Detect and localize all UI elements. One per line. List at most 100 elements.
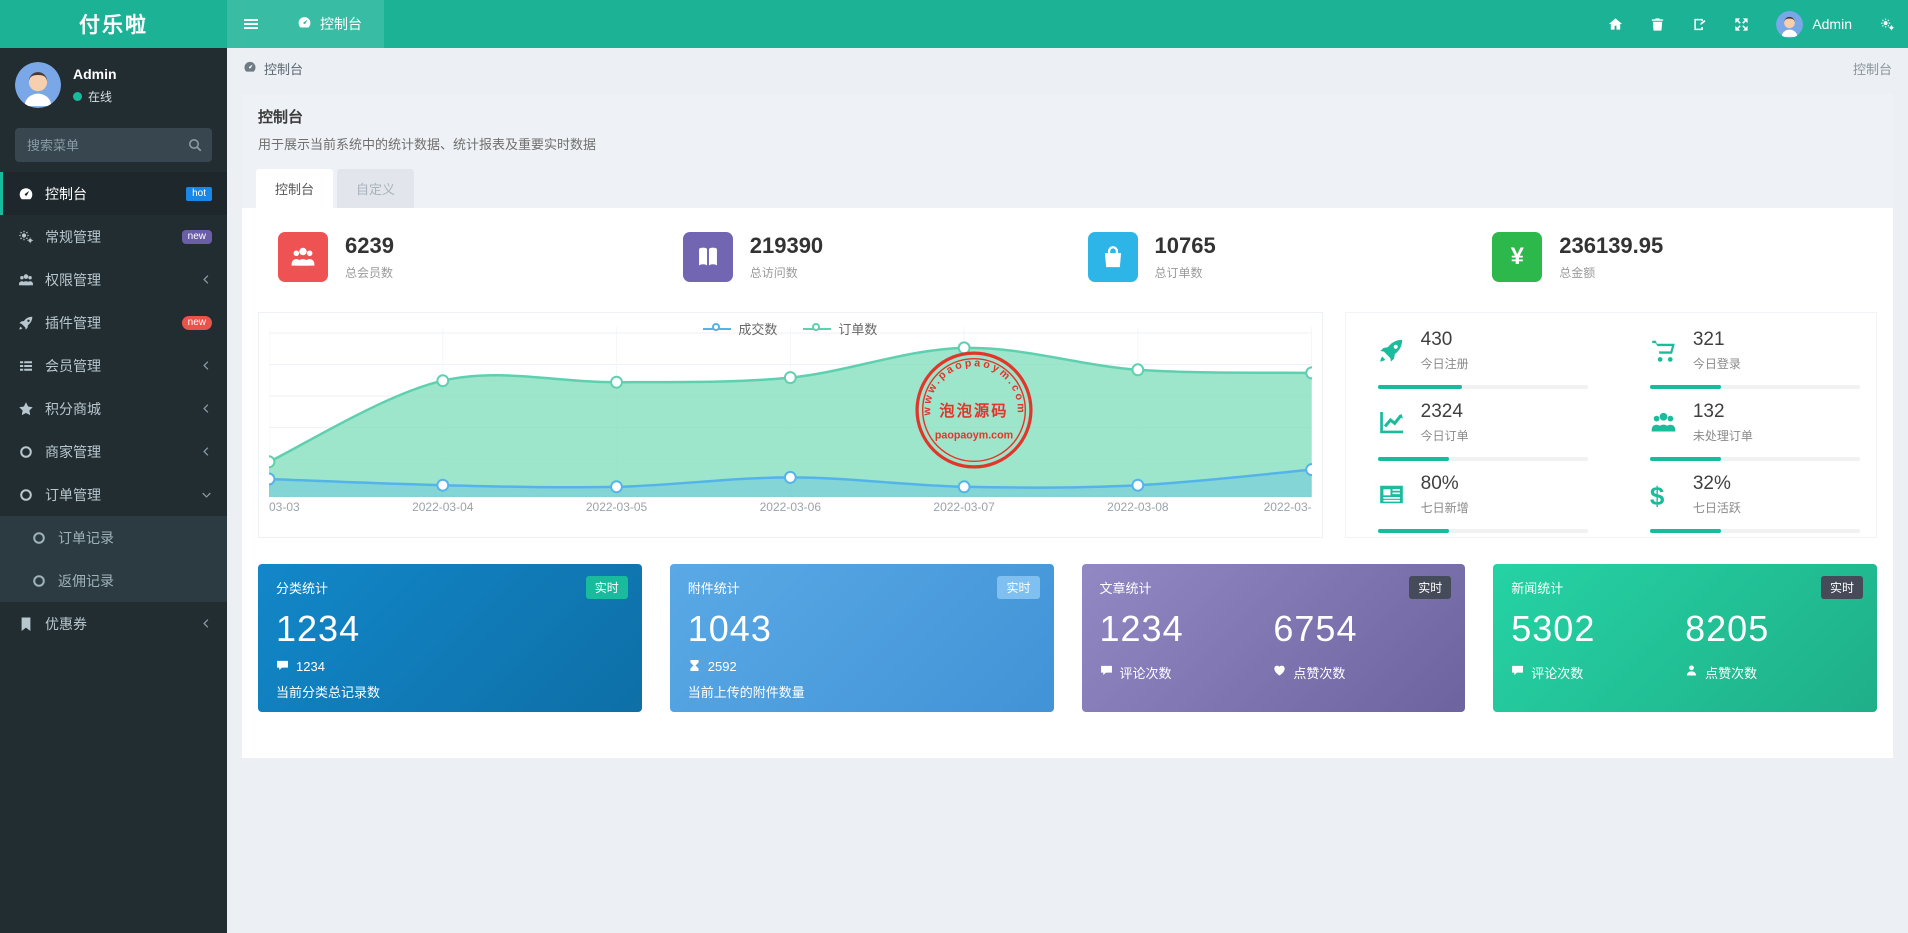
x-tick: 2022-03-07 [933,500,995,514]
quick-stat-3: 132 未处理订单 [1624,389,1870,461]
progress-bar [1649,385,1860,389]
bookmark-icon [18,616,34,632]
breadcrumb-home[interactable]: 控制台 [243,59,303,78]
fullscreen-icon[interactable] [1720,0,1762,48]
breadcrumb-current: 控制台 [1852,61,1892,77]
summary-card-attachment: 附件统计 实时 1043 2592 当前上传的附件数量 [669,564,1054,712]
summary-card-news: 新闻统计 实时 5302 评论次数 8205 点赞次数 [1493,564,1877,712]
tab-dashboard[interactable]: 控制台 [256,169,334,208]
sidebar-item-coupon[interactable]: 优惠券 [0,602,227,645]
chevron-left-icon [201,618,212,629]
circle-o-icon [18,444,34,460]
avatar [1776,10,1804,38]
quick-stat-0: 430 今日注册 [1352,317,1598,389]
legend-item-1[interactable]: 订单数 [803,319,877,338]
progress-bar [1377,457,1588,461]
realtime-badge: 实时 [585,576,628,599]
realtime-badge: 实时 [1820,576,1863,599]
shopping-bag-icon [1087,232,1138,282]
sidebar-item-general[interactable]: 常规管理 new [0,215,227,258]
rocket-icon [18,315,34,331]
sidebar-search [15,128,212,162]
menu-badge: hot [186,186,212,201]
user-icon [1685,664,1698,680]
users-icon [18,272,34,288]
x-tick: 03-03 [269,500,300,514]
sidebar-item-dashboard[interactable]: 控制台 hot [0,172,227,215]
legend-item-0[interactable]: 成交数 [703,319,777,338]
realtime-badge: 实时 [997,576,1040,599]
svg-text:泡泡源码: 泡泡源码 [939,402,1008,420]
sidebar-item-addon[interactable]: 插件管理 new [0,301,227,344]
hamburger-menu-icon[interactable] [227,0,275,48]
quick-stats-grid: 430 今日注册 321 今日登录 2324 今日订单 132 未处理订单 80% 七日新增 $32… [1352,317,1870,533]
template-icon[interactable] [1678,0,1720,48]
yen-icon: ¥ [1492,232,1543,282]
middle-row: 成交数 订单数 03-03 2022-03-04 2022-03-05 2022-03-… [258,312,1877,538]
tab-custom[interactable]: 自定义 [337,169,415,208]
sidebar-item-member[interactable]: 会员管理 [0,344,227,387]
topbar-user-menu[interactable]: Admin [1762,10,1866,38]
progress-bar [1377,529,1588,533]
stat-2: 10765 总订单数 [1068,232,1473,282]
topbar-icons [1594,0,1762,48]
sidebar-item-auth[interactable]: 权限管理 [0,258,227,301]
search-icon[interactable] [187,137,203,153]
list-icon [18,358,34,374]
rocket-icon [1378,337,1405,364]
quick-stat-4: 80% 七日新增 [1352,461,1598,533]
progress-bar [1377,385,1588,389]
dashboard-panel: 控制台 用于展示当前系统中的统计数据、统计报表及重要实时数据 控制台 自定义 62… [242,94,1893,758]
comment-icon [276,659,289,675]
user-status: 在线 [73,88,117,105]
gears-icon[interactable] [1866,0,1908,48]
group-icon [278,232,328,282]
comment-icon [1100,664,1113,680]
panel-content: 6239 总会员数 219390 总访问数 10765 总订单数 ¥236139.95 总金额… [242,208,1893,758]
sidebar-item-merchant[interactable]: 商家管理 [0,430,227,473]
hourglass-icon [688,659,701,675]
quick-stats-card: 430 今日注册 321 今日登录 2324 今日订单 132 未处理订单 80% 七日新增 $32… [1344,312,1877,538]
quick-stat-2: 2324 今日订单 [1352,389,1598,461]
chart-x-axis: 03-03 2022-03-04 2022-03-05 2022-03-06 2022-… [269,497,1312,517]
menu-badge: new [181,229,212,244]
progress-bar [1649,529,1860,533]
trash-icon[interactable] [1636,0,1678,48]
sidebar-item-score-mall[interactable]: 积分商城 [0,387,227,430]
topbar-tab-dashboard[interactable]: 控制台 [275,0,384,48]
gauge-icon [18,186,34,202]
summary-card-article: 文章统计 实时 1234 评论次数 6754 点赞次数 [1081,564,1466,712]
dollar-icon: $ [1649,481,1665,511]
watermark-stamp: www.paopaoym.com 泡泡源码 paopaoym.com [913,349,1035,471]
stat-0: 6239 总会员数 [258,232,663,282]
online-dot-icon [73,91,82,101]
sidebar-item-rebate-records[interactable]: 返佣记录 [0,559,227,602]
quick-stat-1: 321 今日登录 [1624,317,1870,389]
sidebar-item-order[interactable]: 订单管理 [0,473,227,516]
newspaper-icon [1378,481,1405,508]
avatar [15,62,61,108]
sidebar-user-panel: Admin 在线 [0,48,227,120]
heart-icon [1273,664,1286,680]
svg-text:paopaoym.com: paopaoym.com [934,429,1012,441]
realtime-badge: 实时 [1409,576,1452,599]
book-icon [682,232,733,282]
progress-bar [1649,457,1860,461]
x-tick: 2022-03-04 [412,500,474,514]
x-tick: 2022-03-08 [1107,500,1169,514]
sidebar-item-order-records[interactable]: 订单记录 [0,516,227,559]
orders-chart-card: 成交数 订单数 03-03 2022-03-04 2022-03-05 2022-03-… [258,312,1323,538]
page-title: 控制台 [258,109,304,126]
home-icon[interactable] [1594,0,1636,48]
breadcrumb: 控制台 控制台 [227,48,1908,88]
x-tick: 2022-03-06 [759,500,822,514]
chevron-left-icon [201,360,212,371]
orders-chart: 03-03 2022-03-04 2022-03-05 2022-03-06 2022-… [269,327,1312,517]
cogs-icon [18,229,34,245]
main-column: 控制台 Admin 控制台 控制台 控制台 用于展示当前系统中的统计数据、统计报… [227,0,1908,933]
panel-head: 控制台 用于展示当前系统中的统计数据、统计报表及重要实时数据 [242,94,1893,157]
stat-1: 219390 总访问数 [663,232,1068,282]
search-input[interactable] [15,128,212,162]
chevron-left-icon [201,446,212,457]
